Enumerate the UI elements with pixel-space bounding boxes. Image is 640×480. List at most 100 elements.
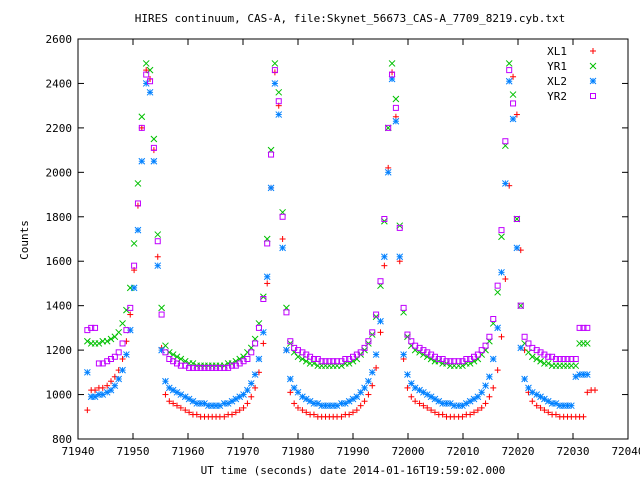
point-xl2 bbox=[525, 384, 532, 392]
point-xl1 bbox=[170, 400, 177, 407]
point-xl1 bbox=[186, 409, 193, 416]
point-xl1 bbox=[439, 411, 446, 418]
point-yr2 bbox=[201, 364, 208, 371]
point-yr2 bbox=[287, 338, 294, 345]
point-yr2 bbox=[568, 356, 575, 362]
point-yr2 bbox=[513, 216, 520, 222]
point-xl1 bbox=[494, 367, 501, 374]
point-xl1 bbox=[260, 340, 267, 347]
point-yr2 bbox=[482, 342, 489, 349]
x-tick-label: 71940 bbox=[61, 445, 94, 458]
point-yr2 bbox=[131, 262, 138, 269]
y-tick-label: 800 bbox=[52, 433, 72, 446]
point-xl2 bbox=[283, 346, 290, 354]
point-xl2 bbox=[377, 317, 384, 325]
point-xl2 bbox=[505, 77, 513, 85]
point-xl2 bbox=[396, 253, 404, 261]
point-xl1 bbox=[474, 407, 481, 414]
point-xl1 bbox=[533, 402, 540, 409]
point-xl1 bbox=[338, 413, 345, 420]
point-yr2 bbox=[560, 356, 567, 362]
point-yr2 bbox=[88, 324, 95, 331]
point-yr2 bbox=[525, 340, 532, 347]
point-xl1 bbox=[221, 413, 228, 420]
point-yr2 bbox=[197, 364, 204, 371]
point-xl1 bbox=[252, 384, 259, 391]
point-yr1 bbox=[392, 95, 400, 103]
point-yr2 bbox=[189, 364, 196, 371]
point-yr2 bbox=[545, 353, 552, 360]
point-xl2 bbox=[368, 368, 376, 376]
point-xl1 bbox=[381, 262, 388, 269]
point-yr1 bbox=[537, 357, 544, 365]
point-yr2 bbox=[252, 340, 259, 347]
point-xl1 bbox=[420, 402, 427, 409]
point-xl1 bbox=[236, 407, 243, 414]
point-yr2 bbox=[95, 360, 102, 367]
point-yr2 bbox=[576, 324, 583, 331]
point-yr2 bbox=[330, 358, 337, 365]
point-xl1 bbox=[166, 398, 173, 405]
point-xl1 bbox=[510, 73, 517, 80]
point-xl1 bbox=[552, 411, 559, 418]
point-xl1 bbox=[377, 329, 384, 336]
point-xl2 bbox=[134, 226, 142, 234]
legend-label-xl2: XL2 bbox=[547, 75, 567, 88]
point-yr2 bbox=[275, 98, 282, 105]
point-xl2 bbox=[513, 244, 521, 252]
point-xl1 bbox=[92, 387, 99, 394]
point-yr2 bbox=[111, 353, 118, 360]
point-xl1 bbox=[303, 409, 310, 416]
point-yr2 bbox=[451, 358, 458, 365]
point-xl2 bbox=[138, 157, 146, 165]
point-xl1 bbox=[346, 411, 353, 418]
point-xl1 bbox=[119, 356, 126, 362]
x-tick-label: 72040 bbox=[611, 445, 640, 458]
point-xl2 bbox=[404, 371, 411, 378]
point-yr1 bbox=[388, 60, 396, 67]
point-xl1 bbox=[193, 411, 200, 418]
point-yr2 bbox=[268, 151, 275, 158]
point-yr2 bbox=[517, 302, 524, 309]
point-yr2 bbox=[408, 338, 415, 345]
legend-marker-yr1 bbox=[589, 62, 597, 70]
y-tick-label: 1400 bbox=[46, 300, 73, 313]
point-yr2 bbox=[209, 364, 216, 371]
point-xl1 bbox=[127, 311, 134, 318]
point-yr2 bbox=[221, 364, 228, 371]
y-tick-label: 1000 bbox=[46, 389, 73, 402]
point-yr2 bbox=[154, 238, 161, 245]
point-xl1 bbox=[248, 393, 255, 400]
point-xl2 bbox=[275, 111, 283, 118]
point-xl1 bbox=[291, 400, 298, 407]
legend-label-yr1: YR1 bbox=[547, 60, 567, 73]
point-xl2 bbox=[83, 368, 91, 376]
point-yr2 bbox=[255, 324, 262, 331]
point-yr1 bbox=[83, 337, 91, 345]
point-xl2 bbox=[372, 351, 380, 358]
point-yr1 bbox=[271, 60, 279, 67]
point-yr2 bbox=[322, 358, 329, 365]
point-yr2 bbox=[369, 329, 376, 336]
point-xl2 bbox=[251, 371, 259, 378]
point-xl1 bbox=[295, 404, 301, 411]
point-yr2 bbox=[92, 324, 99, 331]
point-xl2 bbox=[509, 115, 517, 123]
point-yr2 bbox=[510, 100, 517, 107]
point-yr1 bbox=[275, 88, 283, 96]
point-xl2 bbox=[521, 375, 528, 383]
point-xl2 bbox=[501, 180, 509, 187]
point-xl1 bbox=[537, 404, 544, 411]
legend-marker-yr2 bbox=[590, 93, 596, 99]
point-xl2 bbox=[244, 386, 251, 394]
point-xl2 bbox=[567, 402, 575, 410]
point-xl1 bbox=[412, 398, 419, 405]
y-tick-label: 1800 bbox=[46, 211, 73, 224]
point-yr2 bbox=[521, 333, 528, 340]
point-xl1 bbox=[502, 276, 509, 282]
point-xl2 bbox=[365, 377, 372, 385]
point-xl1 bbox=[108, 378, 114, 385]
point-xl1 bbox=[365, 391, 372, 398]
point-xl1 bbox=[490, 384, 497, 391]
point-yr2 bbox=[392, 104, 399, 111]
